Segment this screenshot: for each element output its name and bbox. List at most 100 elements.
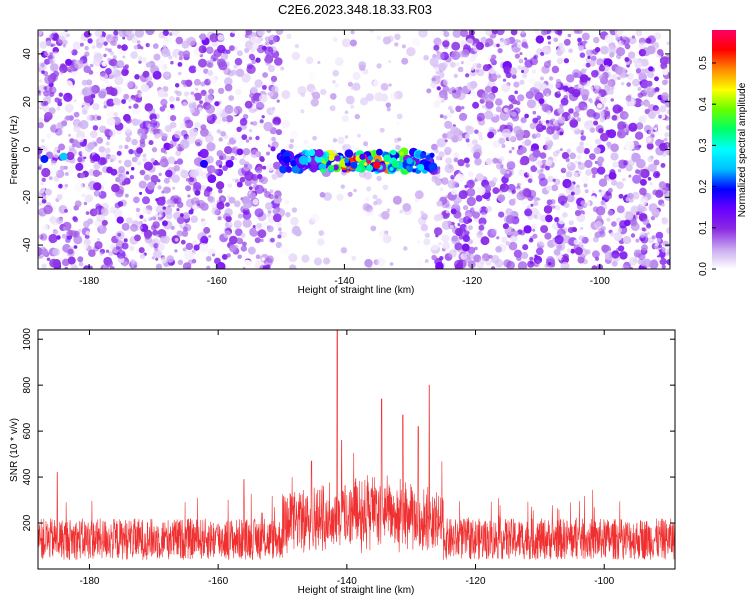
heatmap-cell — [642, 258, 652, 268]
heatmap-cell — [384, 230, 389, 235]
heatmap-cell — [663, 192, 670, 201]
heatmap-cell — [490, 228, 498, 235]
heatmap-cell — [135, 207, 141, 213]
heatmap-cell — [246, 163, 253, 170]
heatmap-cell — [278, 227, 282, 232]
heatmap-cell — [544, 263, 549, 268]
heatmap-cell — [505, 215, 515, 224]
heatmap-cell — [441, 234, 450, 243]
heatmap-cell — [105, 47, 109, 51]
heatmap-cell — [520, 117, 527, 124]
heatmap-cell — [655, 189, 664, 198]
heatmap-cell — [536, 247, 544, 256]
heatmap-cell — [372, 161, 381, 169]
heatmap-cell — [455, 228, 463, 236]
heatmap-cell — [41, 195, 47, 200]
heatmap-cell — [225, 202, 230, 208]
heatmap-cell — [516, 100, 521, 106]
heatmap-cell — [281, 90, 291, 100]
heatmap-cell — [217, 34, 224, 41]
heatmap-cell — [162, 30, 169, 36]
heatmap-cell — [502, 223, 509, 230]
heatmap-cell — [89, 63, 94, 68]
heatmap-cell — [177, 71, 182, 76]
heatmap-cell — [259, 102, 266, 109]
heatmap-cell — [136, 40, 141, 44]
heatmap-cell — [560, 167, 567, 174]
heatmap-cell — [591, 265, 598, 269]
heatmap-cell — [121, 223, 130, 231]
heatmap-cell — [593, 36, 600, 44]
heatmap-cell — [636, 67, 642, 73]
heatmap-cell — [61, 233, 67, 239]
heatmap-cell — [561, 152, 570, 160]
heatmap-cell — [475, 69, 480, 73]
heatmap-cell — [474, 129, 479, 134]
heatmap-cell — [152, 43, 159, 49]
heatmap-cell — [639, 198, 647, 207]
heatmap-cell — [209, 33, 219, 43]
heatmap-cell — [436, 228, 443, 235]
heatmap-cell — [123, 177, 131, 185]
heatmap-cell — [73, 125, 81, 133]
heatmap-cell — [118, 247, 123, 251]
heatmap-cell — [57, 35, 66, 44]
heatmap-cell — [666, 259, 670, 266]
heatmap-cell — [84, 194, 93, 203]
heatmap-cell — [366, 186, 372, 192]
heatmap-cell — [131, 156, 138, 163]
heatmap-cell — [554, 217, 560, 223]
heatmap-cell — [125, 30, 134, 37]
heatmap-cell — [444, 253, 453, 261]
heatmap-cell — [465, 251, 469, 256]
heatmap-cell — [163, 36, 172, 45]
heatmap-cell — [577, 117, 585, 125]
heatmap-cell — [87, 142, 95, 150]
heatmap-cell — [200, 151, 205, 156]
heatmap-cell — [520, 155, 530, 166]
heatmap-cell — [61, 251, 70, 260]
heatmap-cell — [184, 250, 194, 260]
heatmap-cell — [507, 183, 516, 193]
heatmap-cell — [519, 230, 526, 236]
heatmap-cell — [472, 101, 480, 109]
heatmap-cell — [40, 224, 49, 232]
heatmap-cell — [468, 178, 475, 185]
heatmap-cell — [204, 192, 208, 196]
heatmap-cell — [366, 186, 372, 192]
heatmap-cell — [485, 30, 493, 36]
heatmap-cell — [48, 107, 56, 115]
heatmap-cell — [257, 30, 265, 37]
heatmap-cell — [613, 232, 623, 242]
heatmap-cell — [243, 199, 253, 209]
heatmap-cell — [73, 125, 81, 133]
heatmap-cell — [639, 232, 646, 238]
heatmap-cell — [48, 59, 54, 65]
heatmap-cell — [129, 175, 135, 180]
heatmap-cell — [161, 47, 171, 58]
heatmap-cell — [529, 207, 539, 217]
heatmap-cell — [457, 66, 464, 73]
heatmap-cell — [266, 151, 270, 156]
heatmap-cell — [40, 63, 45, 68]
heatmap-cell — [242, 207, 250, 215]
heatmap-cell — [201, 171, 209, 179]
heatmap-cell — [607, 45, 616, 55]
heatmap-cell — [168, 55, 173, 60]
heatmap-cell — [50, 160, 57, 167]
heatmap-cell — [597, 103, 603, 109]
heatmap-cell — [658, 114, 663, 119]
heatmap-cell — [50, 30, 57, 34]
heatmap-cell — [139, 191, 143, 195]
heatmap-cell — [200, 124, 207, 131]
heatmap-cell — [646, 142, 654, 150]
heatmap-cell — [270, 146, 276, 152]
heatmap-cell — [161, 196, 166, 201]
heatmap-cell — [133, 264, 137, 268]
heatmap-cell — [442, 40, 450, 48]
heatmap-cell — [131, 138, 138, 146]
heatmap-cell — [248, 53, 255, 60]
heatmap-cell — [57, 101, 63, 107]
heatmap-cell — [219, 155, 224, 160]
heatmap-cell — [195, 87, 199, 91]
